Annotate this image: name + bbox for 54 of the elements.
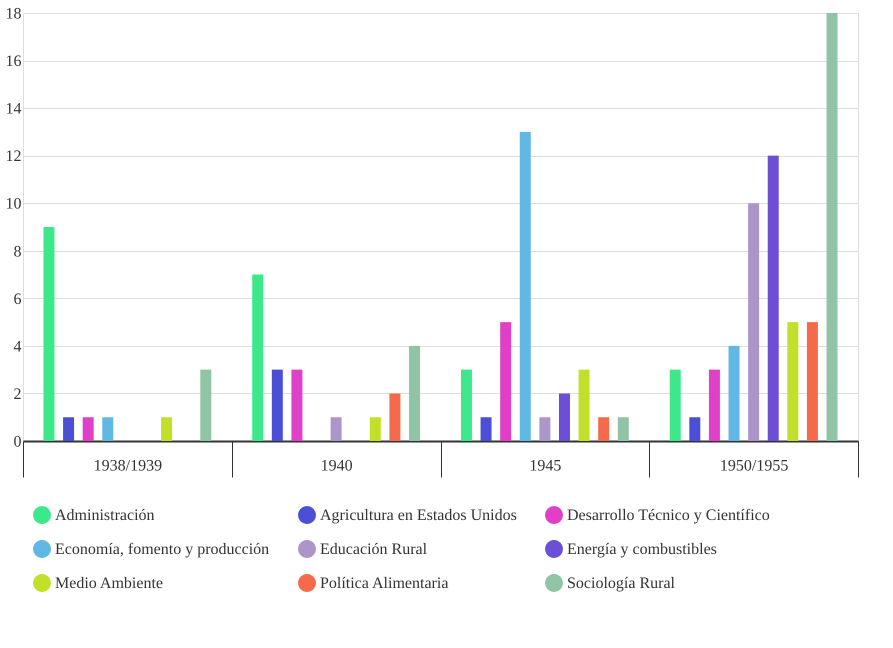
- bar: [330, 417, 342, 441]
- bar: [200, 370, 212, 441]
- legend-label: Medio Ambiente: [55, 575, 163, 592]
- bar: [708, 370, 720, 441]
- bar: [598, 417, 610, 441]
- bar: [670, 370, 681, 441]
- y-tick-label: 12: [6, 148, 22, 166]
- y-tick-label: 6: [14, 290, 22, 308]
- legend-label: Política Alimentaria: [320, 575, 448, 592]
- bar: [370, 417, 381, 441]
- legend-label: Energía y combustibles: [567, 541, 717, 558]
- bar: [389, 393, 400, 441]
- x-tick-label: 1940: [320, 458, 353, 474]
- bar: [102, 417, 114, 441]
- bar: [578, 370, 590, 441]
- bar: [82, 417, 94, 441]
- bar: [748, 203, 760, 441]
- y-tick-label: 2: [14, 386, 22, 403]
- bar: [768, 156, 779, 441]
- y-tick-label: 0: [14, 434, 22, 450]
- x-tick-label: 1938/1939: [94, 458, 162, 474]
- y-tick-label: 18: [6, 6, 22, 22]
- bar: [161, 417, 172, 441]
- x-tick-label: 1950/1955: [720, 458, 788, 474]
- bar: [558, 393, 570, 441]
- y-tick-label: 10: [6, 196, 22, 213]
- bar: [806, 322, 818, 441]
- bar: [409, 346, 420, 441]
- bar: [272, 370, 283, 441]
- bar: [539, 417, 550, 441]
- legend-label: Desarrollo Técnico y Científico: [567, 507, 770, 524]
- bar: [480, 417, 492, 441]
- y-tick-label: 8: [14, 243, 22, 260]
- legend-label: Economía, fomento y producción: [55, 541, 270, 558]
- legend-label: Administración: [55, 507, 155, 524]
- bar: [728, 346, 740, 441]
- y-tick-label: 14: [6, 100, 22, 118]
- bar: [63, 417, 74, 441]
- bar: [500, 322, 512, 441]
- bar: [689, 417, 700, 441]
- bar: [787, 322, 798, 441]
- bar: [826, 13, 838, 441]
- bar: [291, 370, 302, 441]
- bar: [520, 132, 531, 441]
- bar: [460, 370, 472, 441]
- bar: [618, 417, 629, 441]
- legend-label: Agricultura en Estados Unidos: [320, 507, 517, 524]
- x-tick-label: 1945: [529, 458, 562, 474]
- y-tick-label: 4: [14, 338, 22, 356]
- bar: [43, 227, 54, 441]
- legend-label: Sociología Rural: [567, 575, 676, 592]
- y-tick-label: 16: [6, 53, 22, 70]
- bar: [252, 274, 264, 441]
- legend-label: Educación Rural: [320, 541, 428, 558]
